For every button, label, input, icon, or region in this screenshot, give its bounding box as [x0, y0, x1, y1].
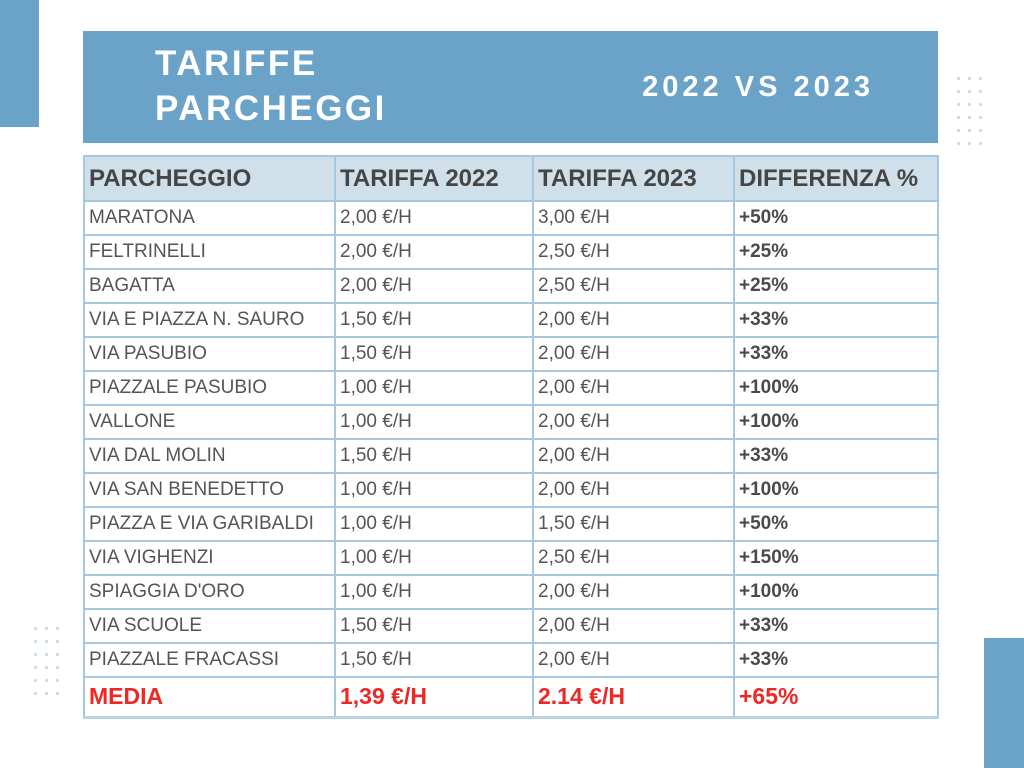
parking-name-cell: VIA VIGHENZI	[83, 540, 336, 576]
table-row: VIA SCUOLE 1,50 €/H 2,00 €/H +33%	[83, 608, 939, 644]
table-row: PIAZZALE FRACASSI 1,50 €/H 2,00 €/H +33%	[83, 642, 939, 678]
tariff-2023-cell: 2,00 €/H	[532, 574, 735, 610]
column-header-parking-name-cell: PARCHEGGIO	[83, 155, 336, 202]
dot-grid-top-right	[953, 72, 986, 150]
difference-cell: +25%	[733, 234, 939, 270]
title-banner: TARIFFE PARCHEGGI 2022 VS 2023	[83, 31, 938, 143]
tariff-2022-cell: 2,00 €/H	[334, 234, 534, 270]
difference-cell: +33%	[733, 438, 939, 474]
difference-cell: +50%	[733, 200, 939, 236]
parking-name-cell: VALLONE	[83, 404, 336, 440]
parking-name-cell: FELTRINELLI	[83, 234, 336, 270]
table-body: MARATONA 2,00 €/H 3,00 €/H +50% FELTRINELLI 2…	[83, 200, 939, 678]
tariff-2022-cell: 1,50 €/H	[334, 302, 534, 338]
difference-cell: +100%	[733, 370, 939, 406]
tariff-table: PARCHEGGIO TARIFFA 2022 TARIFFA 2023 DIFFER…	[83, 155, 939, 719]
difference-cell: +33%	[733, 608, 939, 644]
difference-cell: +100%	[733, 404, 939, 440]
tariff-2023-cell: 2,00 €/H	[532, 438, 735, 474]
table-row: PIAZZA E VIA GARIBALDI 1,00 €/H 1,50 €/H +5…	[83, 506, 939, 542]
tariff-2023-cell: 2,00 €/H	[532, 370, 735, 406]
difference-cell: +150%	[733, 540, 939, 576]
tariff-2022-cell: 2,00 €/H	[334, 268, 534, 304]
difference-cell: +33%	[733, 642, 939, 678]
parking-name-cell: VIA SCUOLE	[83, 608, 336, 644]
table-row: VIA E PIAZZA N. SAURO 1,50 €/H 2,00 €/H +33…	[83, 302, 939, 338]
tariff-2023-cell: 3,00 €/H	[532, 200, 735, 236]
tariff-2022-cell: 1,00 €/H	[334, 574, 534, 610]
difference-cell: +25%	[733, 268, 939, 304]
table-row: PIAZZALE PASUBIO 1,00 €/H 2,00 €/H +100%	[83, 370, 939, 406]
parking-name-cell: PIAZZALE FRACASSI	[83, 642, 336, 678]
difference-cell: +100%	[733, 472, 939, 508]
tariff-2022-cell: 2,00 €/H	[334, 200, 534, 236]
tariff-2023-cell: 2,00 €/H	[532, 642, 735, 678]
table-row: BAGATTA 2,00 €/H 2,50 €/H +25%	[83, 268, 939, 304]
table-row: SPIAGGIA D'ORO 1,00 €/H 2,00 €/H +100%	[83, 574, 939, 610]
tariff-2023-cell: 2,00 €/H	[532, 404, 735, 440]
difference-cell: +100%	[733, 574, 939, 610]
parking-name-cell: PIAZZALE PASUBIO	[83, 370, 336, 406]
parking-name-cell: BAGATTA	[83, 268, 336, 304]
table-row: VALLONE 1,00 €/H 2,00 €/H +100%	[83, 404, 939, 440]
parking-name-cell: SPIAGGIA D'ORO	[83, 574, 336, 610]
parking-name-cell: VIA E PIAZZA N. SAURO	[83, 302, 336, 338]
tariff-2022-cell: 1,00 €/H	[334, 404, 534, 440]
tariff-2022-cell: 1,50 €/H	[334, 336, 534, 372]
parking-name-cell: VIA SAN BENEDETTO	[83, 472, 336, 508]
table-summary-row: MEDIA 1,39 €/H 2.14 €/H +65%	[83, 676, 939, 718]
tariff-2022-cell: 1,50 €/H	[334, 608, 534, 644]
comparison-label: 2022 VS 2023	[642, 70, 874, 103]
table-row: VIA VIGHENZI 1,00 €/H 2,50 €/H +150%	[83, 540, 939, 576]
summary-difference-cell: +65%	[733, 676, 939, 718]
summary-tariff-2023-cell: 2.14 €/H	[532, 676, 735, 718]
difference-cell: +50%	[733, 506, 939, 542]
tariff-2023-cell: 2,50 €/H	[532, 234, 735, 270]
column-header-tariff-2022-cell: TARIFFA 2022	[334, 155, 534, 202]
parking-name-cell: VIA PASUBIO	[83, 336, 336, 372]
table-row: VIA PASUBIO 1,50 €/H 2,00 €/H +33%	[83, 336, 939, 372]
table-row: MARATONA 2,00 €/H 3,00 €/H +50%	[83, 200, 939, 236]
table-row: VIA SAN BENEDETTO 1,00 €/H 2,00 €/H +100%	[83, 472, 939, 508]
tariff-2023-cell: 1,50 €/H	[532, 506, 735, 542]
tariff-2022-cell: 1,50 €/H	[334, 438, 534, 474]
parking-name-cell: MARATONA	[83, 200, 336, 236]
difference-cell: +33%	[733, 302, 939, 338]
tariff-2023-cell: 2,00 €/H	[532, 472, 735, 508]
table-row: VIA DAL MOLIN 1,50 €/H 2,00 €/H +33%	[83, 438, 939, 474]
column-header-tariff-2023-cell: TARIFFA 2023	[532, 155, 735, 202]
page-title: TARIFFE PARCHEGGI	[155, 44, 387, 128]
difference-cell: +33%	[733, 336, 939, 372]
tariff-2023-cell: 2,50 €/H	[532, 268, 735, 304]
tariff-2022-cell: 1,00 €/H	[334, 370, 534, 406]
column-header-difference-cell: DIFFERENZA %	[733, 155, 939, 202]
tariff-2023-cell: 2,50 €/H	[532, 540, 735, 576]
dot-grid-bottom-left	[30, 622, 63, 700]
tariff-2023-cell: 2,00 €/H	[532, 302, 735, 338]
summary-parking-name-cell: MEDIA	[83, 676, 336, 718]
tariff-2022-cell: 1,00 €/H	[334, 506, 534, 542]
tariff-2023-cell: 2,00 €/H	[532, 336, 735, 372]
parking-name-cell: PIAZZA E VIA GARIBALDI	[83, 506, 336, 542]
parking-name-cell: VIA DAL MOLIN	[83, 438, 336, 474]
tariff-2022-cell: 1,50 €/H	[334, 642, 534, 678]
summary-tariff-2022-cell: 1,39 €/H	[334, 676, 534, 718]
tariff-2022-cell: 1,00 €/H	[334, 540, 534, 576]
table-header-row: PARCHEGGIO TARIFFA 2022 TARIFFA 2023 DIFFER…	[83, 155, 939, 202]
corner-accent-top-left	[0, 0, 39, 127]
corner-accent-bottom-right	[984, 638, 1024, 768]
table-row: FELTRINELLI 2,00 €/H 2,50 €/H +25%	[83, 234, 939, 270]
tariff-2023-cell: 2,00 €/H	[532, 608, 735, 644]
tariff-2022-cell: 1,00 €/H	[334, 472, 534, 508]
